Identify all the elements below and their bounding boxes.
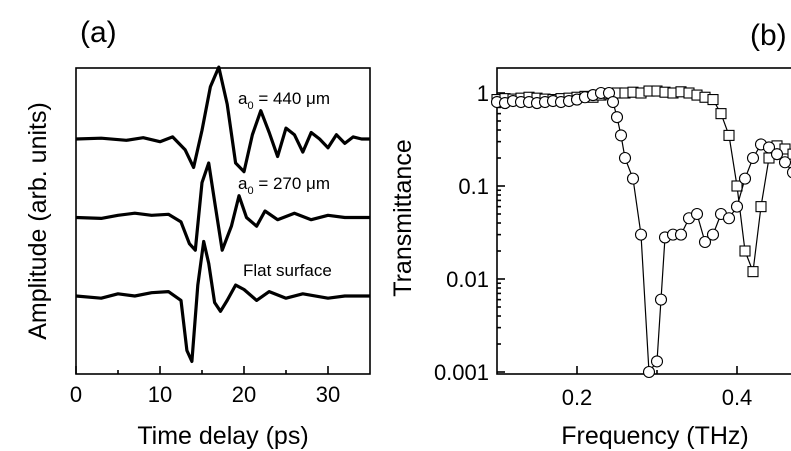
panel-a-traces [75, 65, 370, 363]
series-label-rest: = 270 μm [254, 174, 330, 193]
circle-marker [618, 151, 632, 165]
panel-a-x-tick-label: 20 [232, 382, 256, 407]
panel-b-y-tick-label: 1 [477, 81, 489, 106]
panel-a-series-label-2: a0 = 270 μm [238, 174, 330, 197]
panel-b-y-axis-label: Transmittance [389, 139, 417, 296]
circle-marker [634, 228, 648, 241]
square-marker [715, 108, 727, 120]
circle-marker [674, 228, 688, 241]
panel-a-trace-1 [75, 65, 370, 174]
square-marker [747, 266, 759, 278]
square-marker [707, 94, 719, 106]
panel-a-x-ticks: 0 10 20 30 [70, 366, 340, 407]
panel-b-x-tick-label: 0.4 [722, 385, 753, 410]
panel-b-label: (b) [750, 19, 787, 52]
panel-a-x-tick-label: 0 [70, 382, 82, 407]
panel-a-x-axis-label: Time delay (ps) [137, 422, 308, 450]
panel-a-x-tick-label: 10 [148, 382, 172, 407]
circle-marker [770, 148, 784, 161]
series-label-main: Flat surface [243, 261, 332, 280]
circle-marker [778, 156, 791, 169]
circle-marker [722, 212, 736, 225]
series-label-main: a [238, 174, 248, 193]
square-marker [739, 245, 751, 257]
circle-marker [738, 172, 752, 185]
panel-a-plot-frame [75, 67, 371, 375]
panel-b-y-tick-label: 0.001 [434, 360, 489, 385]
series-label-subscript: 0 [247, 185, 253, 197]
series-label-main: a [238, 89, 248, 108]
panel-b-x-axis-label: Frequency (THz) [561, 422, 749, 450]
panel-a-trace-3 [75, 239, 370, 363]
panel-a-x-tick-label: 30 [316, 382, 340, 407]
circle-marker [746, 151, 760, 165]
panel-b-y-tick-label: 0.01 [446, 267, 489, 292]
circle-marker [626, 172, 640, 185]
circle-marker [786, 166, 791, 179]
panel-b-ticks: 0.2 0.4 0.001 0.01 0.1 1 [434, 81, 752, 410]
circle-marker [654, 293, 668, 306]
circle-marker [650, 355, 664, 368]
square-marker [755, 201, 767, 213]
panel-b-y-tick-label: 0.1 [458, 174, 489, 199]
circle-marker [610, 111, 624, 124]
circle-marker [690, 207, 704, 221]
square-marker [731, 180, 743, 192]
square-marker [787, 148, 791, 160]
circle-marker [606, 95, 620, 109]
panel-a-series-label-1: a0 = 440 μm [238, 89, 330, 112]
panel-b-x-tick-label: 0.2 [562, 385, 593, 410]
circle-marker [698, 235, 712, 249]
circle-marker [706, 228, 720, 241]
panel-a-y-axis-label: Amplitude (arb. units) [24, 102, 52, 340]
circle-marker [642, 365, 656, 379]
series-label-rest: = 440 μm [254, 89, 330, 108]
circle-marker [614, 129, 628, 142]
circle-marker [762, 141, 776, 154]
panel-a-trace-2 [75, 161, 370, 252]
circle-marker [730, 200, 744, 213]
panel-b-plot-frame [496, 67, 791, 375]
panel-b-series [490, 85, 791, 379]
panel-b-series-circle [490, 86, 791, 379]
panel-a-series-label-3: Flat surface [243, 261, 332, 280]
square-marker [723, 129, 735, 141]
panel-a-label: (a) [80, 16, 117, 49]
series-label-subscript: 0 [247, 100, 253, 112]
